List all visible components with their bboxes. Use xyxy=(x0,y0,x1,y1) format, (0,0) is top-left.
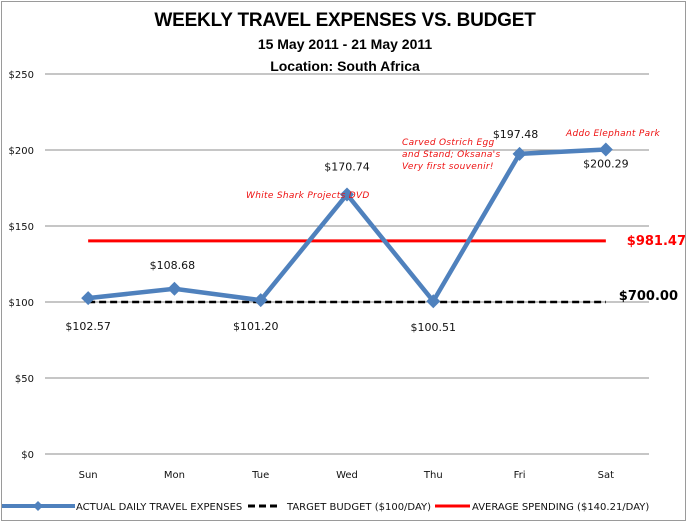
diamond-marker-icon xyxy=(426,294,441,309)
target-total-label: $700.00 xyxy=(619,289,678,304)
chart-title: WEEKLY TRAVEL EXPENSES VS. BUDGET xyxy=(154,10,536,31)
diamond-marker-icon xyxy=(167,281,182,296)
series-lines xyxy=(81,142,613,309)
diamond-marker-icon xyxy=(512,146,527,161)
x-tick-label: Sat xyxy=(598,470,614,481)
diamond-marker-icon xyxy=(253,293,268,308)
x-tick-label: Mon xyxy=(164,470,185,481)
svg-text:ACTUAL DAILY TRAVEL EXPENSES: ACTUAL DAILY TRAVEL EXPENSES xyxy=(76,502,242,513)
annotation-sat: Addo Elephant Park xyxy=(565,129,660,139)
x-tick-label: Wed xyxy=(336,470,358,481)
diamond-marker-icon xyxy=(33,501,43,511)
x-tick-label: Fri xyxy=(514,470,526,481)
diamond-marker-icon xyxy=(340,187,354,202)
average-total-label: $981.47 xyxy=(627,234,686,249)
y-tick-label: $200 xyxy=(9,146,34,157)
data-label: $101.20 xyxy=(233,320,279,333)
annotation-fri: Very first souvenir! xyxy=(402,162,494,172)
legend-item-average: AVERAGE SPENDING ($140.21/DAY) xyxy=(435,502,649,513)
x-tick-label: Tue xyxy=(251,470,269,481)
y-tick-label: $100 xyxy=(9,298,34,309)
data-label: $170.74 xyxy=(324,160,370,173)
y-tick-label: $0 xyxy=(21,450,34,461)
y-tick-label: $150 xyxy=(9,222,34,233)
legend-item-target: TARGET BUDGET ($100/DAY) xyxy=(248,502,431,513)
annotation-fri: and Stand; Oksana's xyxy=(402,150,500,160)
legend: ACTUAL DAILY TRAVEL EXPENSES TARGET BUDG… xyxy=(2,501,649,513)
data-label: $100.51 xyxy=(411,321,457,334)
y-tick-label: $250 xyxy=(9,70,34,81)
x-tick-label: Sun xyxy=(79,470,98,481)
chart-location: Location: South Africa xyxy=(270,58,420,74)
annotations: White Shark Projects DVD Carved Ostrich E… xyxy=(246,129,660,201)
data-label: $197.48 xyxy=(493,128,539,141)
y-tick-label: $50 xyxy=(15,374,34,385)
annotation-wed: White Shark Projects DVD xyxy=(246,191,370,201)
diamond-marker-icon xyxy=(81,291,96,306)
data-label: $200.29 xyxy=(583,158,629,171)
y-axis-ticks: $0 $50 $100 $150 $200 $250 xyxy=(9,70,34,461)
data-label: $108.68 xyxy=(150,259,196,272)
x-tick-label: Thu xyxy=(423,470,443,481)
chart-date-range: 15 May 2011 - 21 May 2011 xyxy=(257,36,433,52)
svg-text:AVERAGE SPENDING ($140.21/DAY): AVERAGE SPENDING ($140.21/DAY) xyxy=(472,502,649,513)
legend-item-actual: ACTUAL DAILY TRAVEL EXPENSES xyxy=(2,501,242,513)
data-labels: $102.57 $108.68 $101.20 $170.74 $100.51 $197.… xyxy=(65,128,628,334)
gridlines xyxy=(45,73,649,455)
x-axis-ticks: Sun Mon Tue Wed Thu Fri Sat xyxy=(79,470,615,481)
data-label: $102.57 xyxy=(65,320,111,333)
annotation-fri: Carved Ostrich Egg xyxy=(402,138,494,148)
svg-text:TARGET BUDGET ($100/DAY): TARGET BUDGET ($100/DAY) xyxy=(286,502,431,513)
diamond-marker-icon xyxy=(598,142,613,157)
